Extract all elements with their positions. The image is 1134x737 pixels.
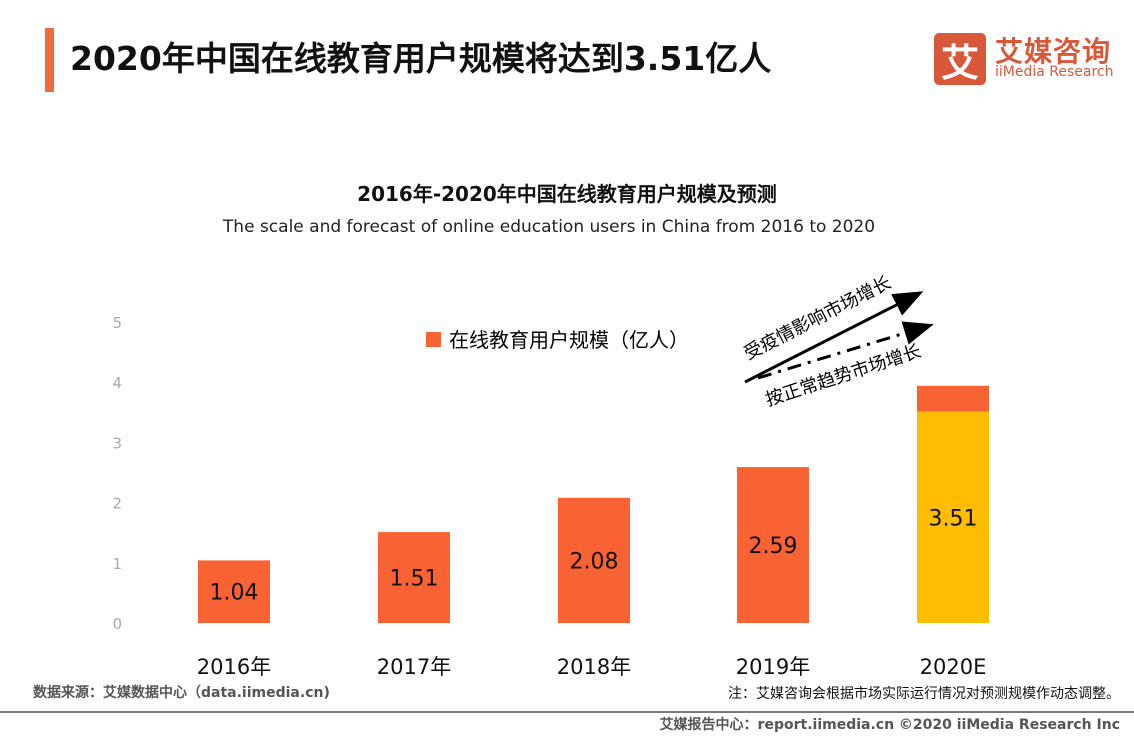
upper-arrow <box>744 291 924 384</box>
legend-swatch <box>426 332 441 347</box>
bar-2016年 <box>198 560 270 623</box>
trend-annotations: 受疫情影响市场增长 按正常趋势市场增长 <box>741 272 934 411</box>
y-tick-label: 4 <box>112 374 122 392</box>
bar-value-label: 2.08 <box>570 549 619 574</box>
page-title: 2020年中国在线教育用户规模将达到3.51亿人 <box>70 39 772 78</box>
legend-label: 在线教育用户规模（亿人） <box>449 328 689 352</box>
y-tick-label: 3 <box>112 434 122 452</box>
y-tick-label: 2 <box>112 495 122 513</box>
x-tick-label: 2018年 <box>557 655 631 679</box>
bar-epidemic-extra <box>917 385 989 412</box>
forecast-note: 注：艾媒咨询会根据市场实际运行情况对预测规模作动态调整。 <box>728 686 1120 702</box>
y-tick-label: 0 <box>112 615 122 633</box>
legend: 在线教育用户规模（亿人） <box>426 328 689 352</box>
logo-name-cn: 艾媒咨询 <box>995 35 1112 68</box>
bar-value-label: 1.51 <box>390 567 439 592</box>
bar-value-label: 2.59 <box>749 534 798 559</box>
logo-icon: 艾 <box>934 33 986 85</box>
bar-2020E <box>917 411 989 623</box>
bar-value-label: 3.51 <box>929 506 978 531</box>
footer-credit: 艾媒报告中心：report.iimedia.cn ©2020 iiMedia R… <box>659 717 1120 733</box>
bar-value-label: 1.04 <box>210 581 259 606</box>
bar-2017年 <box>378 532 450 623</box>
logo-name-en: iiMedia Research <box>995 64 1114 80</box>
x-tick-label: 2017年 <box>377 655 451 679</box>
data-source: 数据来源：艾媒数据中心（data.iimedia.cn) <box>33 685 330 701</box>
x-tick-label: 2019年 <box>736 655 810 679</box>
footer-divider <box>0 711 1134 713</box>
x-tick-label: 2016年 <box>197 655 271 679</box>
y-tick-label: 1 <box>112 555 122 573</box>
y-tick-label: 5 <box>112 314 122 332</box>
bar-2019年 <box>737 467 809 623</box>
chart-title: 2016年-2020年中国在线教育用户规模及预测 <box>357 182 777 206</box>
x-tick-label: 2020E <box>920 655 987 679</box>
bar-2018年 <box>558 497 630 623</box>
lower-arrow-label: 按正常趋势市场增长 <box>763 341 924 411</box>
chart-subtitle: The scale and forecast of online educati… <box>222 217 876 237</box>
title-accent-bar <box>45 28 54 92</box>
